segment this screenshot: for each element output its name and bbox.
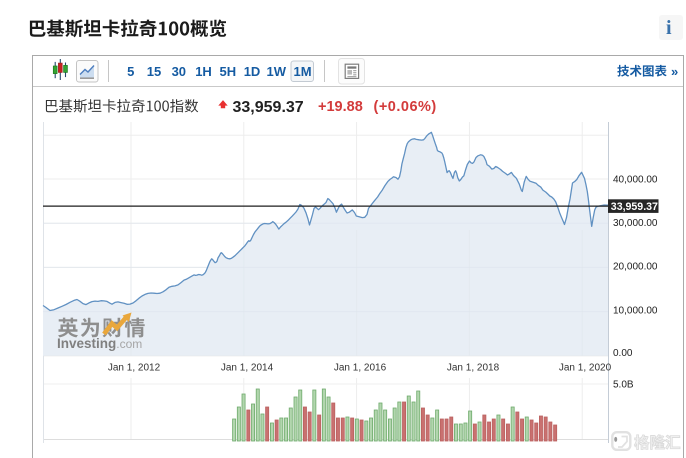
svg-text:Jan 1, 2012: Jan 1, 2012 — [108, 363, 161, 374]
svg-text:1M: 1M — [293, 64, 311, 79]
svg-text:40,000.00: 40,000.00 — [613, 175, 658, 186]
svg-text:10,000.00: 10,000.00 — [613, 306, 658, 317]
svg-text:5H: 5H — [219, 64, 236, 79]
svg-text:Jan 1, 2018: Jan 1, 2018 — [447, 363, 500, 374]
svg-text:Jan 1, 2020: Jan 1, 2020 — [559, 363, 612, 374]
svg-text:+19.88: +19.88 — [318, 99, 363, 115]
svg-text:0.00: 0.00 — [613, 348, 633, 359]
svg-text:30,000.00: 30,000.00 — [613, 218, 658, 229]
svg-text:15: 15 — [147, 64, 161, 79]
svg-text:(+0.06%): (+0.06%) — [374, 99, 437, 115]
svg-text:Jan 1, 2016: Jan 1, 2016 — [334, 363, 387, 374]
svg-text:i: i — [666, 17, 672, 39]
svg-text:5.0B: 5.0B — [613, 380, 634, 391]
svg-text:»: » — [671, 64, 678, 79]
svg-text:30: 30 — [172, 64, 186, 79]
svg-text:33,959.37: 33,959.37 — [611, 201, 658, 213]
svg-text:5: 5 — [127, 64, 134, 79]
svg-text:33,959.37: 33,959.37 — [233, 99, 304, 116]
svg-text:1W: 1W — [267, 64, 287, 79]
svg-text:Jan 1, 2014: Jan 1, 2014 — [221, 363, 274, 374]
svg-text:1H: 1H — [195, 64, 212, 79]
svg-text:1D: 1D — [244, 64, 261, 79]
svg-text:Investing.com: Investing.com — [57, 336, 142, 351]
svg-text:20,000.00: 20,000.00 — [613, 262, 658, 273]
